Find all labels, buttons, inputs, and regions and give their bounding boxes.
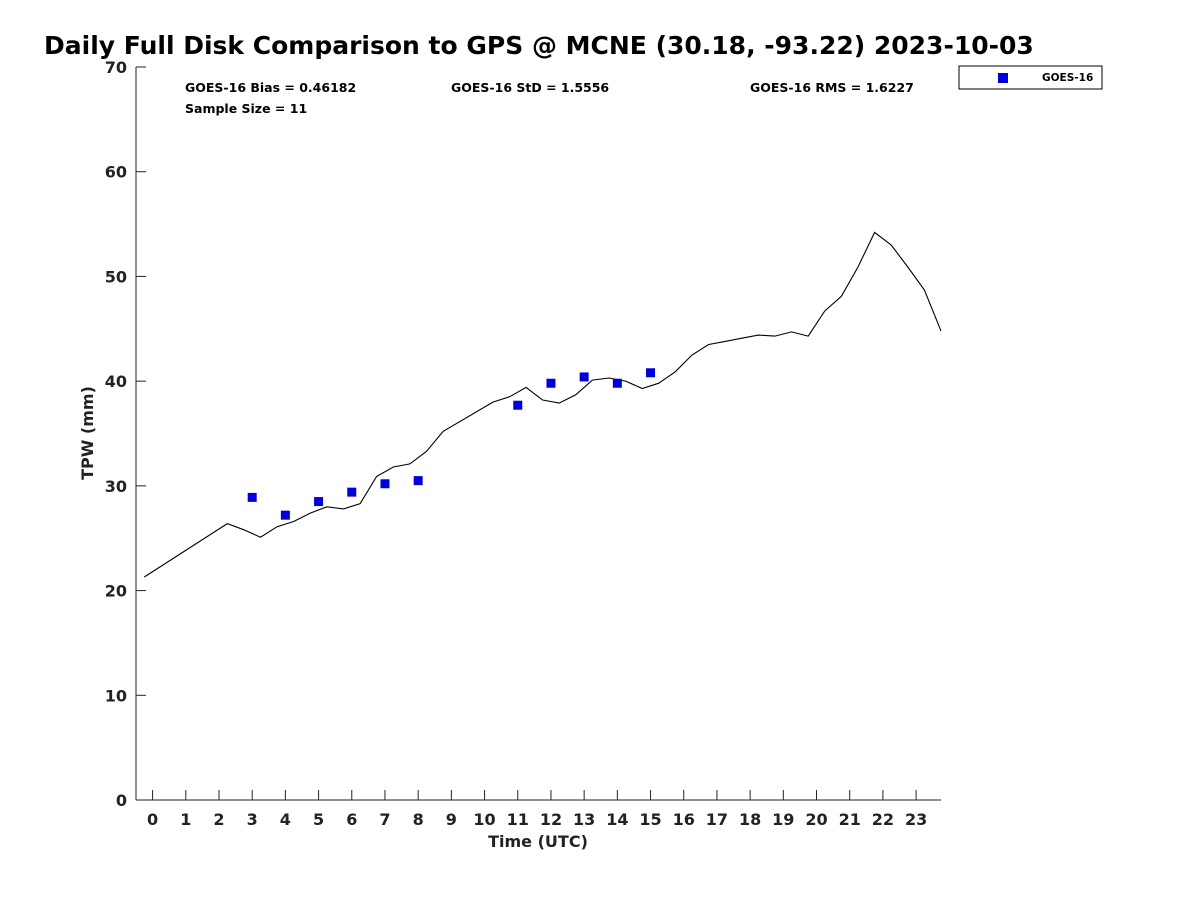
goes-16-point: [579, 372, 589, 382]
x-tick-label: 19: [772, 810, 794, 829]
goes-16-point: [380, 479, 390, 489]
goes-16-point: [347, 487, 357, 497]
legend-marker-goes-16: [998, 73, 1008, 83]
y-axis-label: TPW (mm): [78, 386, 97, 480]
x-tick-label: 0: [147, 810, 158, 829]
goes-16-point: [546, 378, 556, 388]
y-axis-ticks: 0 10 20 30 40 50 60 70: [105, 58, 146, 810]
goes-16-point: [513, 400, 523, 410]
x-tick-label: 15: [639, 810, 661, 829]
goes-16-point: [413, 476, 423, 486]
goes-16-points: [247, 368, 656, 520]
y-tick-label: 60: [105, 163, 127, 182]
x-tick-label: 1: [180, 810, 191, 829]
x-tick-label: 13: [573, 810, 595, 829]
x-tick-label: 23: [905, 810, 927, 829]
x-tick-label: 2: [213, 810, 224, 829]
legend-label-goes-16: GOES-16: [1042, 72, 1093, 84]
x-tick-label: 4: [280, 810, 291, 829]
rms-stat: GOES-16 RMS = 1.6227: [750, 80, 914, 95]
sample-size-stat: Sample Size = 11: [185, 101, 307, 116]
x-tick-label: 8: [413, 810, 424, 829]
x-tick-label: 10: [473, 810, 495, 829]
x-tick-label: 3: [247, 810, 258, 829]
chart-title: Daily Full Disk Comparison to GPS @ MCNE…: [44, 31, 1034, 60]
goes-16-point: [280, 510, 290, 520]
y-tick-label: 70: [105, 58, 127, 77]
y-tick-label: 40: [105, 372, 127, 391]
x-tick-label: 6: [346, 810, 357, 829]
y-tick-label: 20: [105, 582, 127, 601]
x-tick-label: 16: [673, 810, 695, 829]
bias-stat: GOES-16 Bias = 0.46182: [185, 80, 356, 95]
axes: [135, 67, 941, 801]
x-axis-label: Time (UTC): [488, 832, 588, 851]
y-tick-label: 50: [105, 267, 127, 286]
goes-16-point: [612, 378, 622, 388]
x-tick-label: 17: [706, 810, 728, 829]
x-tick-label: 9: [446, 810, 457, 829]
x-tick-label: 12: [540, 810, 562, 829]
x-tick-label: 14: [606, 810, 628, 829]
y-tick-label: 10: [105, 686, 127, 705]
goes-16-point: [314, 497, 324, 507]
x-tick-label: 11: [507, 810, 529, 829]
x-tick-label: 7: [379, 810, 390, 829]
x-tick-label: 20: [805, 810, 827, 829]
y-tick-label: 30: [105, 477, 127, 496]
x-tick-label: 18: [739, 810, 761, 829]
x-tick-label: 21: [839, 810, 861, 829]
x-tick-label: 5: [313, 810, 324, 829]
x-tick-label: 22: [872, 810, 894, 829]
gps-tpw-line: [144, 231, 942, 578]
x-axis-ticks: 0 1 2 3 4 5 6 7 8 9 10 11 12 13 14 15 16 17 18 19 20 21 22 23: [147, 790, 927, 829]
std-stat: GOES-16 StD = 1.5556: [451, 80, 609, 95]
goes-16-point: [646, 368, 656, 378]
legend: GOES-16: [958, 65, 1103, 90]
goes-16-point: [247, 492, 257, 502]
gps-reference-line: [144, 231, 942, 578]
legend-box: [958, 65, 1103, 90]
y-tick-label: 0: [116, 791, 127, 810]
